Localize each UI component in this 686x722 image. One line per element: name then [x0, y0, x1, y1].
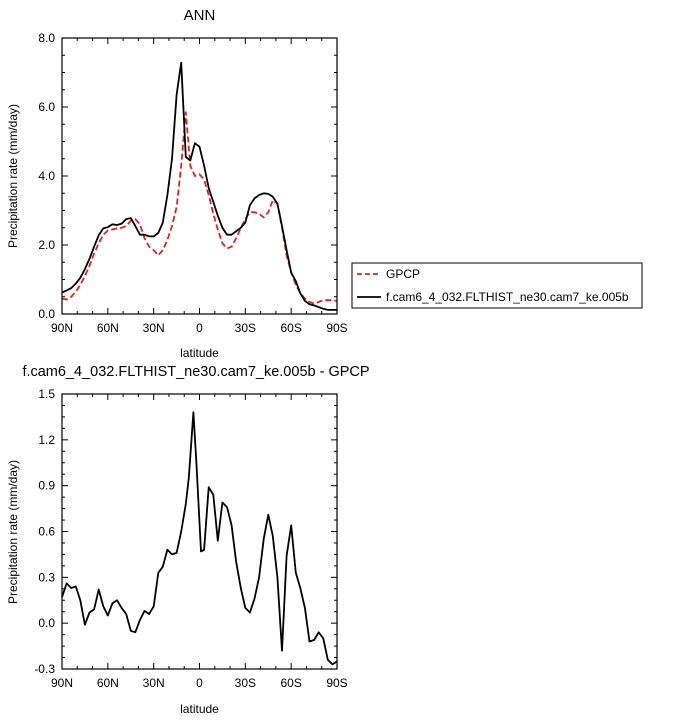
bottom-ticks: 90N 60N 30N 0 30S 60S 90S -0.3 0.0 0.3 0.6 0.9 1.2 1.… [34, 387, 347, 690]
top-ticks: 90N 60N 30N 0 30S 60S 90S 0.0 2.0 4.0 6.0 8.0 [38, 31, 347, 335]
top-series [61, 61, 338, 311]
bottom-y-tick-label: 1.2 [38, 433, 55, 447]
legend: GPCP f.cam6_4_032.FLTHIST_ne30.cam7_ke.0… [351, 262, 643, 309]
top-title: ANN [184, 7, 216, 24]
bottom-y-axis-label: Precipitation rate (mm/day) [6, 460, 20, 604]
top-x-tick-label: 60S [280, 321, 301, 335]
bottom-x-tick-label: 30S [235, 676, 256, 690]
bottom-title: f.cam6_4_032.FLTHIST_ne30.cam7_ke.005b -… [22, 364, 369, 380]
top-x-axis-label: latitude [180, 346, 219, 360]
top-y-tick-label: 8.0 [38, 31, 55, 45]
top-y-tick-label: 2.0 [38, 238, 55, 252]
bottom-series-line-difference [61, 411, 338, 666]
panel-top: ANN Precipitation rate (mm/day) latitude… [6, 7, 348, 360]
top-x-tick-label: 60N [97, 321, 119, 335]
legend-label-model: f.cam6_4_032.FLTHIST_ne30.cam7_ke.005b [386, 290, 629, 304]
bottom-x-tick-label: 0 [196, 676, 203, 690]
bottom-y-tick-label: 0.6 [38, 525, 55, 539]
top-y-tick-label: 0.0 [38, 307, 55, 321]
bottom-x-tick-label: 90S [326, 676, 347, 690]
bottom-y-tick-label: 0.9 [38, 479, 55, 493]
top-series-line-model [61, 61, 337, 311]
bottom-y-tick-label: 1.5 [38, 387, 55, 401]
bottom-plot-frame [61, 393, 338, 670]
legend-box [351, 262, 643, 309]
legend-label-gpcp: GPCP [386, 267, 420, 281]
top-y-tick-label: 4.0 [38, 169, 55, 183]
bottom-y-tick-label: 0.0 [38, 616, 55, 630]
top-series-line-gpcp [61, 111, 338, 305]
bottom-x-tick-label: 90N [51, 676, 73, 690]
top-x-tick-label: 0 [196, 321, 203, 335]
panel-bottom: f.cam6_4_032.FLTHIST_ne30.cam7_ke.005b -… [6, 364, 370, 716]
top-y-axis-label: Precipitation rate (mm/day) [6, 104, 20, 248]
top-x-tick-label: 30S [235, 321, 256, 335]
top-y-tick-label: 6.0 [38, 100, 55, 114]
bottom-x-tick-label: 60S [280, 676, 301, 690]
top-x-tick-label: 90S [326, 321, 347, 335]
top-x-tick-label: 30N [143, 321, 165, 335]
bottom-y-tick-label: 0.3 [38, 570, 55, 584]
top-x-tick-label: 90N [51, 321, 73, 335]
bottom-y-tick-label: -0.3 [34, 662, 55, 676]
top-plot-frame [61, 37, 338, 315]
bottom-series [61, 411, 338, 666]
bottom-x-tick-label: 30N [143, 676, 165, 690]
bottom-x-axis-label: latitude [180, 702, 219, 716]
bottom-x-tick-label: 60N [97, 676, 119, 690]
